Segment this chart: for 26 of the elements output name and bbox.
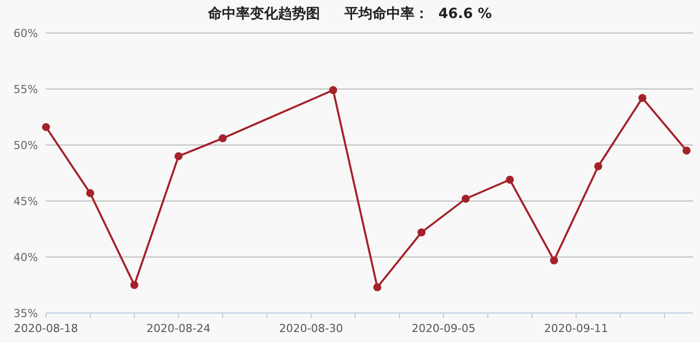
- y-tick-label: 55%: [14, 83, 38, 96]
- point: [329, 86, 338, 94]
- point: [174, 152, 183, 160]
- point: [638, 94, 646, 102]
- x-tick-label: 2020-08-30: [279, 322, 344, 335]
- point: [373, 283, 382, 292]
- point: [594, 162, 602, 170]
- point: [218, 134, 227, 142]
- point: [550, 256, 558, 264]
- x-tick-label: 2020-08-24: [146, 322, 210, 335]
- point: [130, 281, 138, 289]
- y-tick-label: 60%: [14, 27, 38, 40]
- y-tick-label: 45%: [14, 195, 38, 208]
- point: [506, 176, 514, 184]
- x-tick-label: 2020-09-11: [544, 322, 608, 335]
- chart-title: 命中率变化趋势图 平均命中率： 46.6 %: [207, 5, 492, 22]
- y-tick-label: 50%: [14, 139, 38, 152]
- y-tick-label: 35%: [14, 307, 38, 320]
- x-tick-label: 2020-08-18: [14, 322, 78, 335]
- point: [418, 228, 426, 236]
- point: [86, 189, 94, 198]
- x-tick-label: 2020-09-05: [412, 322, 476, 335]
- point: [682, 146, 691, 155]
- y-tick-label: 40%: [14, 251, 38, 264]
- point: [42, 123, 50, 132]
- point: [462, 194, 470, 203]
